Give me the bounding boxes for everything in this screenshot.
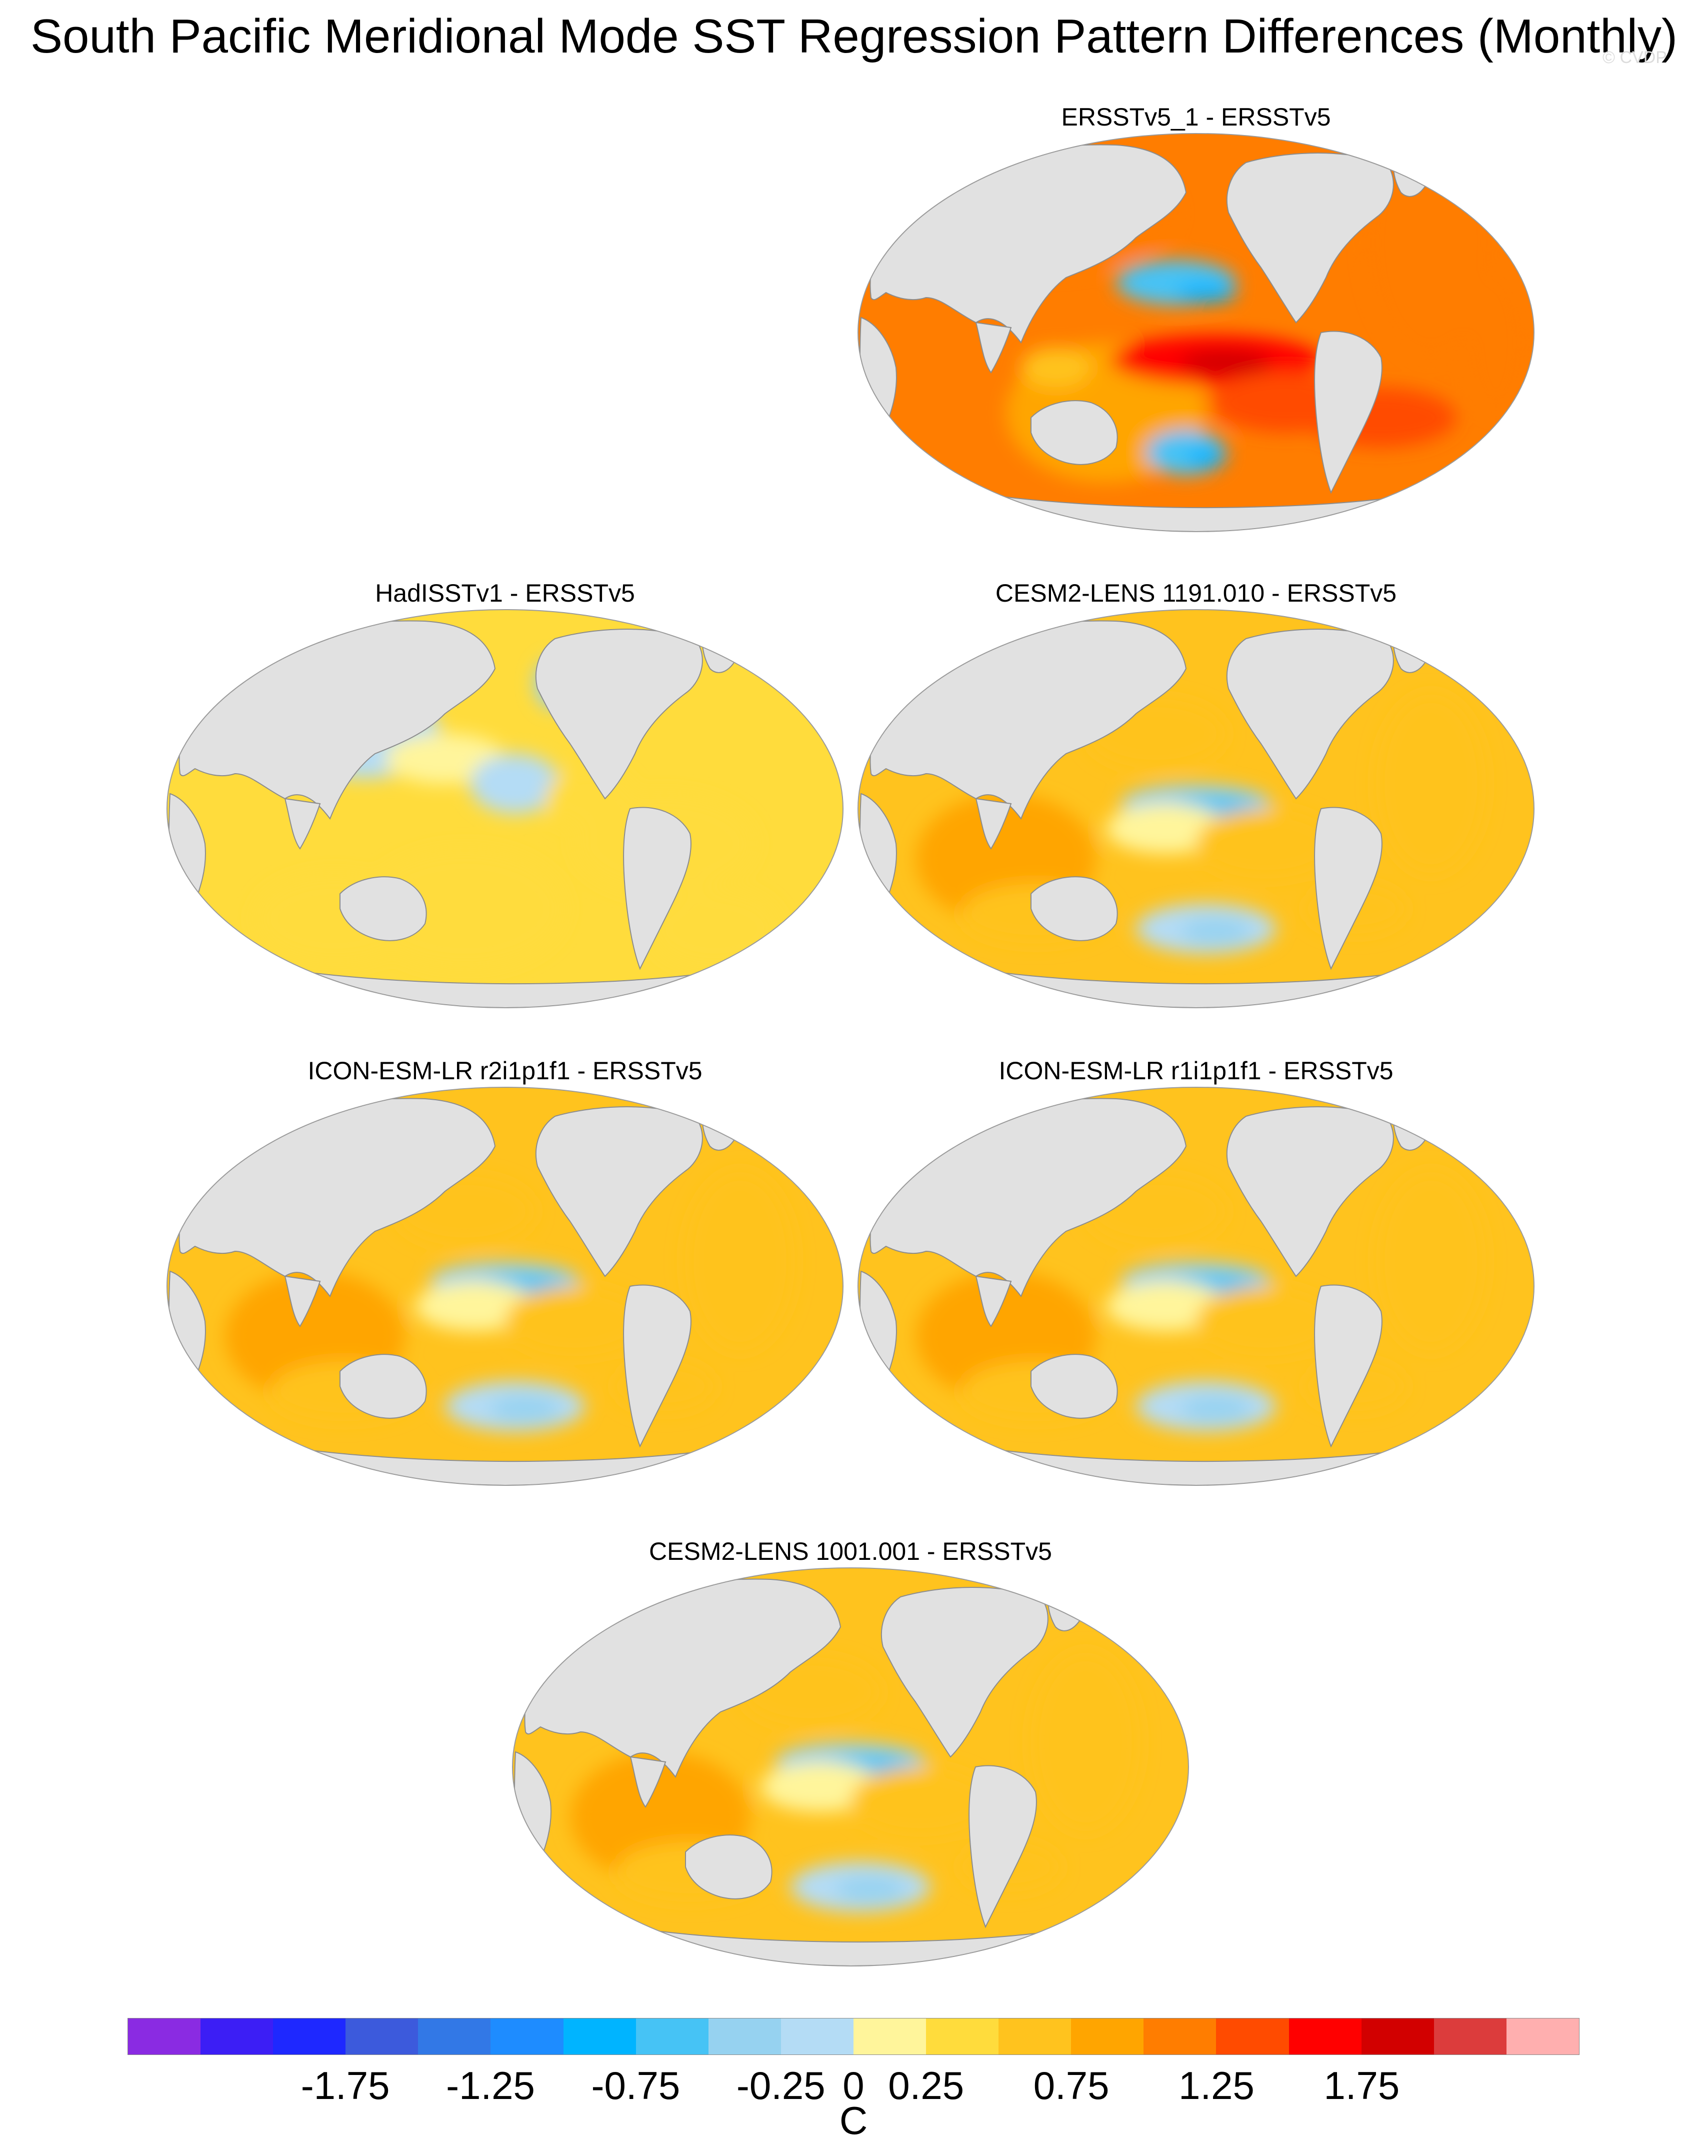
colorbar-tick-label: 1.75: [1324, 2063, 1400, 2107]
colorbar-box: [780, 2018, 854, 2054]
map-outline: [858, 1087, 1534, 1486]
land-mass: [1314, 1284, 1382, 1448]
panel-title-2: HadISSTv1 - ERSSTv5: [375, 579, 635, 607]
colorbar-tick-label: 0.75: [1033, 2063, 1110, 2107]
sst-anomaly-region: [365, 849, 565, 969]
colorbar-box: [418, 2018, 491, 2054]
land-mass: [1314, 331, 1382, 494]
colorbar-box: [708, 2018, 781, 2054]
colorbar-tick-label: -1.25: [446, 2063, 535, 2107]
colorbar-box: [1434, 2018, 1506, 2054]
world-map: [166, 1087, 844, 1486]
colorbar-tick-label: 1.25: [1178, 2063, 1254, 2107]
land-mass: [975, 798, 1012, 850]
colorbar-box: [1288, 2018, 1362, 2054]
colorbar-tick-label: -0.25: [736, 2063, 826, 2107]
sst-anomaly-region: [760, 1762, 880, 1812]
sst-anomaly-region: [505, 1286, 645, 1356]
sst-anomaly-region: [836, 1877, 906, 1902]
colorbar-box: [273, 2018, 346, 2054]
sst-anomaly-region: [685, 1171, 795, 1351]
sst-anomaly-region: [850, 1767, 990, 1837]
world-map: [858, 1087, 1534, 1486]
map-panel-3: [856, 609, 1536, 1011]
map-panel-1: [856, 133, 1536, 535]
land-mass: [968, 1765, 1037, 1928]
watermark: © CVDP: [1602, 48, 1667, 67]
map-panel-5: [856, 1086, 1536, 1489]
sst-anomaly-region: [1181, 919, 1251, 944]
sst-anomaly-region: [1196, 1286, 1336, 1356]
colorbar-box: [998, 2018, 1072, 2054]
world-map: [858, 133, 1534, 532]
panel-title-1: ERSSTv5_1 - ERSSTv5: [1061, 103, 1331, 131]
map-panel-6: [510, 1567, 1190, 1969]
map-panel-4: [165, 1086, 845, 1489]
colorbar-box: [926, 2018, 999, 2054]
world-map: [166, 609, 844, 1008]
land-mass: [975, 1275, 1012, 1327]
sst-anomaly-region: [1196, 809, 1336, 879]
colorbar-tick-label: -1.75: [300, 2063, 390, 2107]
land-mass: [1030, 1354, 1118, 1419]
panel-title-4: ICON-ESM-LR r2i1p1f1 - ERSSTv5: [308, 1057, 702, 1085]
land-mass: [284, 798, 321, 850]
colorbar-box: [636, 2018, 708, 2054]
sst-anomaly-region: [415, 1281, 535, 1331]
panel-title-6: CESM2-LENS 1001.001 - ERSSTv5: [649, 1537, 1052, 1565]
map-outline: [512, 1567, 1189, 1966]
land-mass: [1030, 400, 1118, 465]
colorbar-box: [563, 2018, 636, 2054]
world-map: [512, 1567, 1189, 1966]
sst-anomaly-region: [1021, 348, 1091, 388]
colorbar-tick-label: 0.25: [888, 2063, 964, 2107]
sst-anomaly-region: [1106, 804, 1226, 854]
sst-anomaly-region: [1186, 448, 1226, 468]
figure-title: South Pacific Meridional Mode SST Regres…: [30, 10, 1678, 63]
colorbar: [128, 2018, 1580, 2055]
land-mass: [1314, 807, 1382, 970]
sst-anomaly-region: [1376, 694, 1486, 874]
colorbar-box: [200, 2018, 274, 2054]
colorbar-box: [1506, 2018, 1579, 2054]
colorbar-units: C: [839, 2098, 868, 2142]
sst-anomaly-region: [1466, 273, 1526, 413]
colorbar-box: [346, 2018, 418, 2054]
sst-anomaly-region: [1176, 283, 1236, 303]
colorbar-box: [853, 2018, 926, 2054]
colorbar-tick-label: -0.75: [591, 2063, 680, 2107]
colorbar-box: [1071, 2018, 1144, 2054]
sst-anomaly-region: [490, 1396, 560, 1421]
land-mass: [340, 876, 427, 941]
sst-anomaly-region: [470, 754, 560, 814]
panel-title-5: ICON-ESM-LR r1i1p1f1 - ERSSTv5: [998, 1057, 1394, 1085]
land-mass: [284, 1275, 321, 1327]
sst-anomaly-region: [1181, 350, 1271, 375]
map-panel-2: [165, 609, 845, 1011]
colorbar-box: [1361, 2018, 1434, 2054]
land-mass: [623, 807, 692, 970]
colorbar-box: [1144, 2018, 1216, 2054]
land-mass: [623, 1284, 692, 1448]
sst-anomaly-region: [1181, 1396, 1251, 1421]
colorbar-tick-label: 0: [842, 2063, 864, 2107]
panel-title-3: CESM2-LENS 1191.010 - ERSSTv5: [995, 579, 1397, 607]
colorbar-box: [1216, 2018, 1289, 2054]
colorbar-box: [490, 2018, 564, 2054]
land-mass: [685, 1834, 772, 1899]
sst-anomaly-region: [1106, 1281, 1226, 1331]
colorbar-box: [128, 2018, 201, 2054]
land-mass: [630, 1756, 666, 1808]
land-mass: [340, 1354, 427, 1419]
land-mass: [975, 322, 1012, 374]
world-map: [858, 609, 1534, 1008]
map-outline: [166, 1087, 844, 1486]
sst-anomaly-region: [1376, 1171, 1486, 1351]
map-outline: [858, 609, 1534, 1008]
land-mass: [1030, 876, 1118, 941]
map-outline: [858, 133, 1534, 532]
map-outline: [166, 609, 844, 1008]
sst-anomaly-region: [1030, 1652, 1140, 1832]
